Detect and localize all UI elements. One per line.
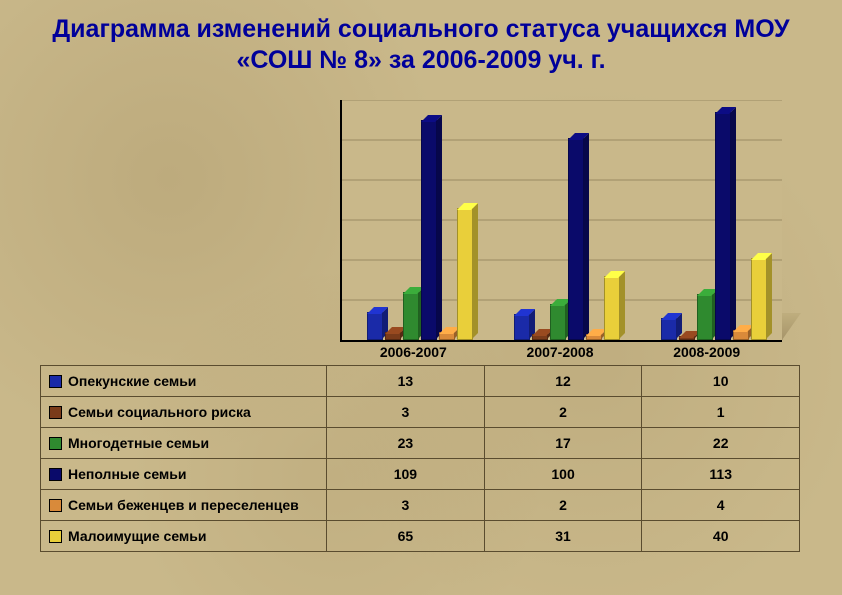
series-label: Опекунские семьи (68, 373, 196, 389)
value-cell: 13 (327, 366, 485, 397)
value-cell: 3 (327, 397, 485, 428)
bar (421, 122, 442, 340)
bar-group (661, 100, 769, 340)
legend-swatch (49, 530, 62, 543)
legend-swatch (49, 406, 62, 419)
series-label: Семьи социального риска (68, 404, 251, 420)
bar-group (514, 100, 622, 340)
value-cell: 3 (327, 490, 485, 521)
bar (604, 278, 625, 340)
chart-plot (340, 100, 782, 342)
legend-swatch (49, 499, 62, 512)
table-row: Опекунские семьи 131210 (41, 366, 800, 397)
series-label: Семьи беженцев и переселенцев (68, 497, 299, 513)
value-cell: 113 (642, 459, 800, 490)
legend-swatch (49, 375, 62, 388)
slide: Диаграмма изменений социального статуса … (0, 0, 842, 595)
page-title: Диаграмма изменений социального статуса … (0, 0, 842, 77)
value-cell: 23 (327, 428, 485, 459)
bar (457, 210, 478, 340)
series-label: Неполные семьи (68, 466, 187, 482)
series-label-cell: Многодетные семьи (41, 428, 327, 459)
bar (568, 140, 589, 340)
bar (715, 114, 736, 340)
value-cell: 2 (484, 490, 642, 521)
table-row: Многодетные семьи 231722 (41, 428, 800, 459)
value-cell: 4 (642, 490, 800, 521)
value-cell: 1 (642, 397, 800, 428)
series-label-cell: Опекунские семьи (41, 366, 327, 397)
value-cell: 109 (327, 459, 485, 490)
bar-chart: 2006-20072007-20082008-2009 (330, 90, 790, 380)
bar-group (367, 100, 475, 340)
table-row: Семьи социального риска 321 (41, 397, 800, 428)
series-label-cell: Семьи социального риска (41, 397, 327, 428)
legend-swatch (49, 468, 62, 481)
series-label-cell: Семьи беженцев и переселенцев (41, 490, 327, 521)
value-cell: 17 (484, 428, 642, 459)
series-label-cell: Малоимущие семьи (41, 521, 327, 552)
value-cell: 10 (642, 366, 800, 397)
value-cell: 65 (327, 521, 485, 552)
table-row: Семьи беженцев и переселенцев 324 (41, 490, 800, 521)
data-table: Опекунские семьи131210Семьи социального … (40, 365, 800, 552)
value-cell: 31 (484, 521, 642, 552)
table-row: Неполные семьи 109100113 (41, 459, 800, 490)
legend-swatch (49, 437, 62, 450)
table-row: Малоимущие семьи 653140 (41, 521, 800, 552)
value-cell: 12 (484, 366, 642, 397)
series-label: Многодетные семьи (68, 435, 209, 451)
value-cell: 22 (642, 428, 800, 459)
value-cell: 40 (642, 521, 800, 552)
series-label-cell: Неполные семьи (41, 459, 327, 490)
bar (751, 260, 772, 340)
series-label: Малоимущие семьи (68, 528, 207, 544)
value-cell: 100 (484, 459, 642, 490)
value-cell: 2 (484, 397, 642, 428)
